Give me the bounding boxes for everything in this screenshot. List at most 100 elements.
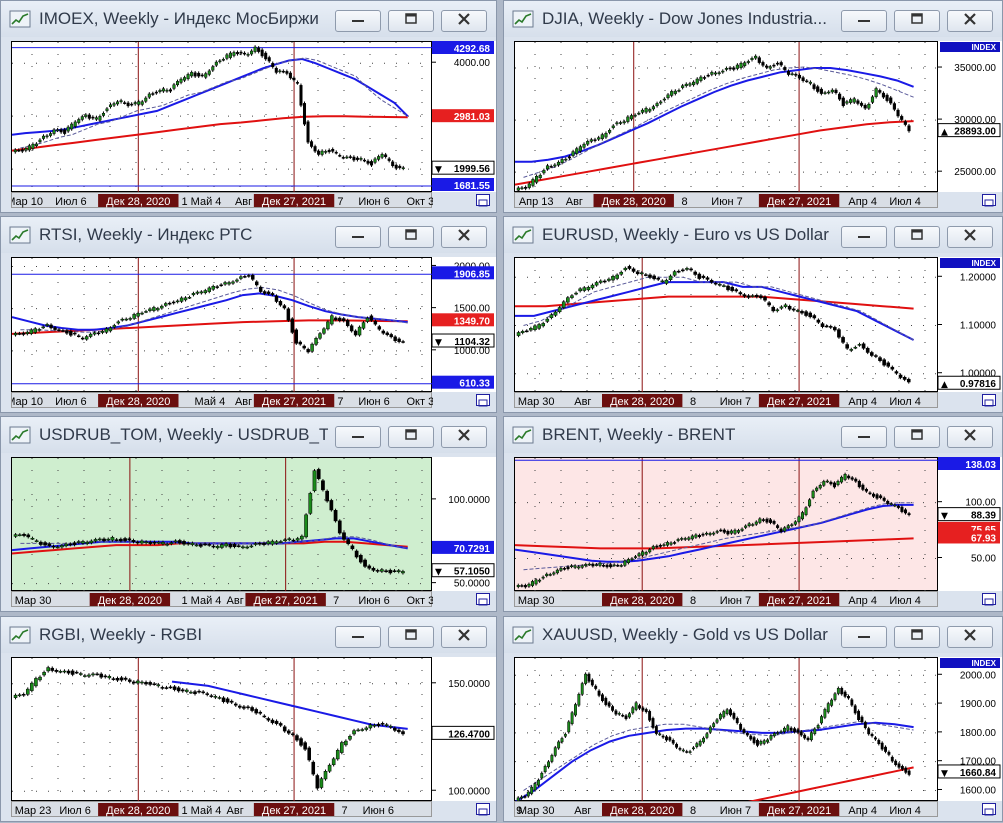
close-button[interactable] [441,626,487,648]
minimize-button[interactable] [335,626,381,648]
close-button[interactable] [441,226,487,248]
candle-body [384,154,388,158]
scroll-end-button[interactable] [982,593,996,606]
time-axis-svg: Map 30 Авг Дек 28, 2020 8 Июн 7 Дек 27, 2021 А… [518,394,921,408]
candle-body [808,81,812,84]
maximize-button[interactable] [388,626,434,648]
minimize-button[interactable] [841,10,887,32]
time-label: Дек 27, 2021 [767,196,831,208]
scroll-end-button[interactable] [476,803,490,816]
minimize-button[interactable] [335,10,381,32]
scroll-end-button[interactable] [982,394,996,407]
maximize-button[interactable] [894,426,940,448]
candle-body [303,742,307,750]
candle-body [89,540,94,544]
candle-body [161,541,165,545]
candle-body [258,286,263,292]
candle-body [41,326,45,329]
candle-body [53,327,57,330]
price-axis-svg: 35000.00 30000.00 25000.00 INDEX ▲ 28893.00 [937,42,1001,178]
scroll-end-button[interactable] [476,394,490,407]
moving-average-mid [515,281,915,341]
candle-body [236,545,241,547]
candle-body [221,59,225,61]
candle-body [841,97,845,106]
candle-body [557,307,562,313]
close-button[interactable] [947,426,993,448]
candle-body [761,62,765,66]
candle-body [133,102,137,105]
close-button[interactable] [947,226,993,248]
candle-body [194,544,199,547]
minimize-button[interactable] [841,226,887,248]
close-button[interactable] [441,10,487,32]
candle-body [281,70,285,73]
candle-body [238,705,242,708]
candle-body [224,543,228,547]
maximize-button[interactable] [894,626,940,648]
close-button[interactable] [441,426,487,448]
candle-body [156,308,160,311]
candle-body [25,331,30,334]
minimize-button[interactable] [841,426,887,448]
minimize-button[interactable] [335,226,381,248]
candle-body [548,574,552,576]
candle-body [867,103,871,109]
price-tick-label: 1000.00 [454,346,491,357]
candle-body [287,538,292,541]
candle-body [849,349,854,351]
candle-body [837,329,841,338]
candle-body [652,275,656,280]
candle-body [537,324,541,329]
candle-body [348,156,352,158]
candle-body [530,581,535,586]
candle-body [327,764,332,772]
candle-body [115,678,120,681]
candle-body [668,275,673,281]
candle-body [673,542,677,544]
close-button[interactable] [947,10,993,32]
candle-body [553,747,557,756]
candle-body [197,690,201,693]
time-highlight [602,593,683,606]
maximize-button[interactable] [388,10,434,32]
candle-body [373,158,377,163]
maximize-button[interactable] [894,10,940,32]
maximize-button[interactable] [388,226,434,248]
candle-body [13,149,17,153]
minimize-button[interactable] [841,626,887,648]
candle-body [364,727,369,730]
maximize-button[interactable] [388,426,434,448]
candle-body [853,705,857,714]
candle-body [295,82,299,84]
candle-body [394,164,398,169]
candle-body [830,89,834,93]
candle-body [627,713,631,718]
candle-body [344,740,348,746]
scroll-end-button[interactable] [982,803,996,816]
candle-body [621,714,625,717]
candle-body [830,699,834,706]
scroll-end-button[interactable] [476,194,490,207]
candle-body [715,531,719,533]
candle-body [98,116,102,121]
time-label: Map 30 [518,396,555,408]
time-label: Дек 27, 2021 [254,595,318,607]
scroll-end-button[interactable] [982,194,996,207]
candle-body [623,560,627,566]
candle-body [574,704,577,716]
price-axis: 35000.00 30000.00 25000.00 INDEX ▲ 28893.00 [937,41,1002,192]
scroll-end-button[interactable] [476,593,490,606]
minimize-button[interactable] [335,426,381,448]
candle-body [775,309,780,312]
close-button[interactable] [947,626,993,648]
time-label: 8 [690,805,696,817]
candle-body [538,579,542,582]
maximize-button[interactable] [894,226,940,248]
time-axis: Апр 13 Авг Дек 28, 2020 8 Июн 7 Дек 27, 2021 А… [514,192,938,208]
price-arrow-icon: ▼ [941,512,948,522]
candle-body [94,117,98,120]
candle-body [64,543,68,547]
time-highlight [98,194,179,207]
price-arrow-icon: ▲ [941,128,948,138]
